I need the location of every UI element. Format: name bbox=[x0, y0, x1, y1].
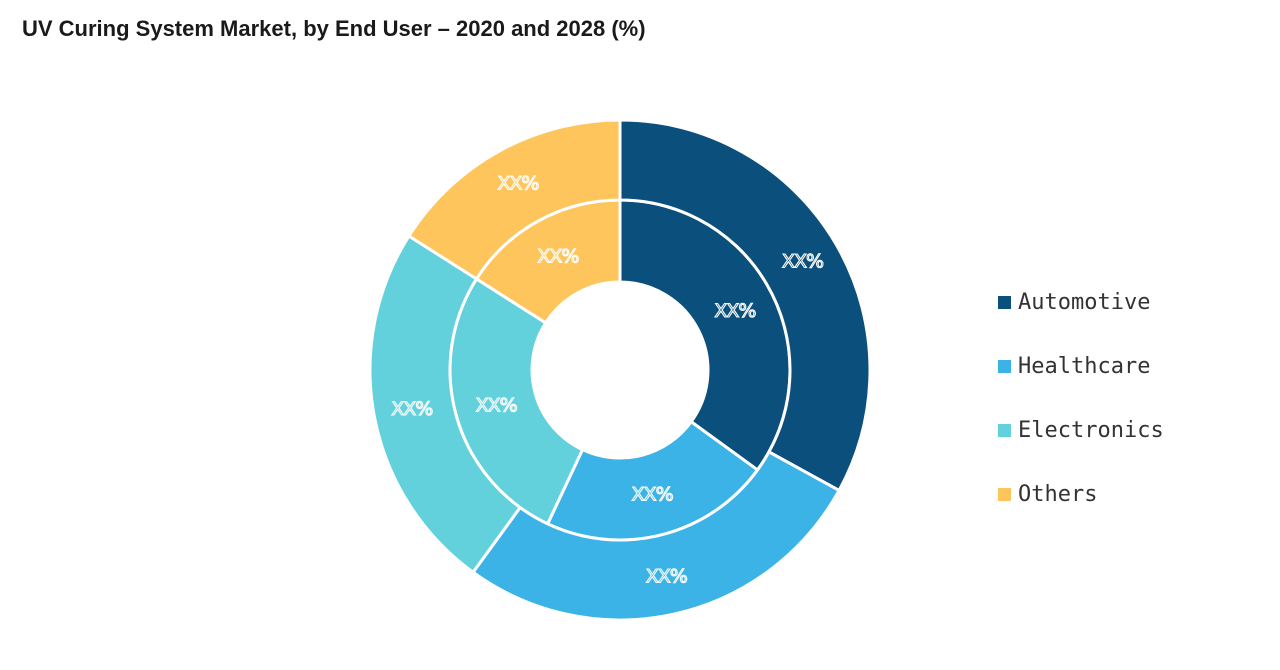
legend: Automotive Healthcare Electronics Others bbox=[998, 286, 1164, 542]
legend-label-automotive: Automotive bbox=[1018, 289, 1151, 315]
label-outer-electronics: XX% bbox=[391, 398, 432, 420]
legend-swatch-healthcare bbox=[998, 359, 1011, 373]
donut-labels: XX% XX% XX% XX% XX% XX% XX% XX% bbox=[391, 172, 825, 588]
slice-outer-automotive[interactable] bbox=[618, 118, 872, 492]
legend-swatch-automotive bbox=[998, 295, 1011, 309]
legend-swatch-others bbox=[998, 487, 1011, 501]
label-inner-healthcare: XX% bbox=[632, 483, 673, 505]
label-outer-healthcare: XX% bbox=[646, 565, 687, 587]
label-outer-automotive: XX% bbox=[782, 251, 823, 273]
legend-label-others: Others bbox=[1018, 481, 1098, 507]
donut-slices bbox=[368, 118, 872, 622]
legend-item-automotive[interactable]: Automotive bbox=[998, 286, 1164, 318]
legend-item-electronics[interactable]: Electronics bbox=[998, 414, 1164, 446]
legend-label-healthcare: Healthcare bbox=[1018, 353, 1151, 379]
label-outer-others: XX% bbox=[497, 173, 538, 195]
chart-title: UV Curing System Market, by End User – 2… bbox=[22, 16, 646, 41]
slice-outer-others[interactable] bbox=[407, 118, 622, 281]
label-inner-electronics: XX% bbox=[476, 394, 517, 416]
slice-outer-healthcare[interactable] bbox=[471, 450, 841, 622]
legend-item-healthcare[interactable]: Healthcare bbox=[998, 350, 1164, 382]
legend-swatch-electronics bbox=[998, 423, 1011, 437]
slice-outer-electronics[interactable] bbox=[368, 234, 522, 574]
legend-label-electronics: Electronics bbox=[1018, 417, 1164, 443]
legend-item-others[interactable]: Others bbox=[998, 478, 1164, 510]
label-inner-automotive: XX% bbox=[714, 300, 755, 322]
label-inner-others: XX% bbox=[537, 245, 578, 267]
